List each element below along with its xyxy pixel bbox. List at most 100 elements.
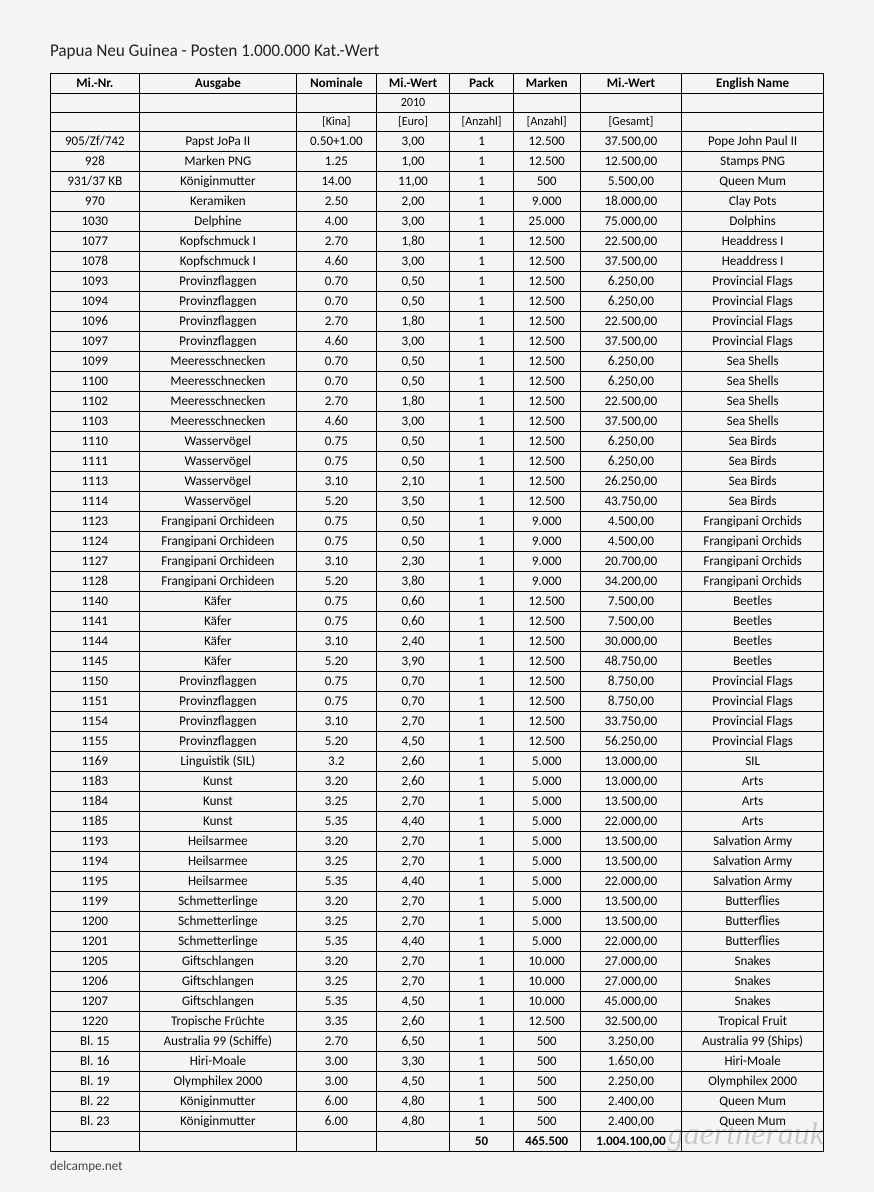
- cell-miw: 2,70: [376, 912, 450, 932]
- cell-nom: 5.35: [297, 932, 376, 952]
- cell-marken: 500: [513, 1032, 580, 1052]
- cell-ausgabe: Kunst: [139, 772, 297, 792]
- cell-nr: 905/Zf/742: [51, 132, 140, 152]
- cell-nr: 1113: [51, 472, 140, 492]
- cell-nr: 1199: [51, 892, 140, 912]
- cell-gesamt: 20.700,00: [580, 552, 681, 572]
- cell-ausgabe: Provinzflaggen: [139, 712, 297, 732]
- cell-ausgabe: Provinzflaggen: [139, 672, 297, 692]
- cell-gesamt: 7.500,00: [580, 592, 681, 612]
- cell-nr: 1207: [51, 992, 140, 1012]
- cell-eng: Clay Pots: [682, 192, 824, 212]
- table-row: 1185Kunst5.354,4015.00022.000,00Arts: [51, 812, 824, 832]
- table-row: 905/Zf/742Papst JoPa II0.50+1.003,00112.…: [51, 132, 824, 152]
- cell-nr: 1097: [51, 332, 140, 352]
- cell-ausgabe: Provinzflaggen: [139, 732, 297, 752]
- table-row: 1097Provinzflaggen4.603,00112.50037.500,…: [51, 332, 824, 352]
- cell-marken: 25.000: [513, 212, 580, 232]
- cell-gesamt: 13.500,00: [580, 792, 681, 812]
- cell-pack: 1: [450, 872, 513, 892]
- col-english: English Name: [682, 74, 824, 94]
- sub-empty: [450, 94, 513, 113]
- table-row: 1154Provinzflaggen3.102,70112.50033.750,…: [51, 712, 824, 732]
- cell-ausgabe: Provinzflaggen: [139, 332, 297, 352]
- cell-nr: 1078: [51, 252, 140, 272]
- cell-pack: 1: [450, 232, 513, 252]
- cell-nom: 5.35: [297, 812, 376, 832]
- cell-pack: 1: [450, 652, 513, 672]
- cell-gesamt: 6.250,00: [580, 372, 681, 392]
- cell-miw: 2,70: [376, 852, 450, 872]
- cell-ausgabe: Tropische Früchte: [139, 1012, 297, 1032]
- cell-pack: 1: [450, 692, 513, 712]
- cell-ausgabe: Provinzflaggen: [139, 292, 297, 312]
- cell-nr: Bl. 23: [51, 1112, 140, 1132]
- cell-pack: 1: [450, 492, 513, 512]
- cell-gesamt: 34.200,00: [580, 572, 681, 592]
- cell-gesamt: 22.500,00: [580, 312, 681, 332]
- cell-nr: Bl. 15: [51, 1032, 140, 1052]
- cell-ausgabe: Frangipani Orchideen: [139, 572, 297, 592]
- table-row: 1077Kopfschmuck I2.701,80112.50022.500,0…: [51, 232, 824, 252]
- cell-ausgabe: Königinmutter: [139, 1112, 297, 1132]
- cell-pack: 1: [450, 712, 513, 732]
- table-row: 1205Giftschlangen3.202,70110.00027.000,0…: [51, 952, 824, 972]
- cell-marken: 9.000: [513, 192, 580, 212]
- cell-marken: 500: [513, 1092, 580, 1112]
- cell-nom: 2.70: [297, 1032, 376, 1052]
- cell-gesamt: 37.500,00: [580, 132, 681, 152]
- page-title: Papua Neu Guinea - Posten 1.000.000 Kat.…: [50, 40, 824, 61]
- cell-nom: 3.20: [297, 892, 376, 912]
- cell-nom: 0.75: [297, 532, 376, 552]
- cell-nr: Bl. 19: [51, 1072, 140, 1092]
- cell-nom: 2.70: [297, 392, 376, 412]
- cell-ausgabe: Papst JoPa II: [139, 132, 297, 152]
- cell-nr: 1200: [51, 912, 140, 932]
- cell-nom: 0.75: [297, 452, 376, 472]
- cell-miw: 4,50: [376, 1072, 450, 1092]
- cell-marken: 12.500: [513, 332, 580, 352]
- cell-gesamt: 13.000,00: [580, 772, 681, 792]
- cell-eng: Frangipani Orchids: [682, 572, 824, 592]
- cell-miw: 2,70: [376, 792, 450, 812]
- cell-marken: 12.500: [513, 452, 580, 472]
- cell-nr: 1144: [51, 632, 140, 652]
- cell-marken: 5.000: [513, 752, 580, 772]
- cell-gesamt: 3.250,00: [580, 1032, 681, 1052]
- cell-gesamt: 2.250,00: [580, 1072, 681, 1092]
- cell-nom: 3.25: [297, 792, 376, 812]
- cell-miw: 3,00: [376, 212, 450, 232]
- table-row: 1110Wasservögel0.750,50112.5006.250,00Se…: [51, 432, 824, 452]
- cell-nr: 1096: [51, 312, 140, 332]
- cell-nom: 3.20: [297, 952, 376, 972]
- col-pack: Pack: [450, 74, 513, 94]
- cell-marken: 12.500: [513, 252, 580, 272]
- cell-nr: 1183: [51, 772, 140, 792]
- cell-miw: 2,70: [376, 712, 450, 732]
- cell-marken: 12.500: [513, 372, 580, 392]
- cell-miw: 0,70: [376, 672, 450, 692]
- cell-pack: 1: [450, 412, 513, 432]
- table-row: 1201Schmetterlinge5.354,4015.00022.000,0…: [51, 932, 824, 952]
- table-row: 1123Frangipani Orchideen0.750,5019.0004.…: [51, 512, 824, 532]
- stamp-table: Mi.-Nr. Ausgabe Nominale Mi.-Wert Pack M…: [50, 73, 824, 1152]
- cell-eng: Snakes: [682, 952, 824, 972]
- cell-nom: 3.00: [297, 1052, 376, 1072]
- cell-marken: 9.000: [513, 572, 580, 592]
- cell-marken: 500: [513, 1112, 580, 1132]
- total-gesamt: 1.004.100,00: [580, 1132, 681, 1152]
- cell-gesamt: 2.400,00: [580, 1112, 681, 1132]
- sub-anzahl: [Anzahl]: [450, 113, 513, 132]
- cell-gesamt: 2.400,00: [580, 1092, 681, 1112]
- cell-nr: 1145: [51, 652, 140, 672]
- subheader-row-1: 2010: [51, 94, 824, 113]
- cell-pack: 1: [450, 752, 513, 772]
- cell-gesamt: 13.500,00: [580, 912, 681, 932]
- cell-ausgabe: Provinzflaggen: [139, 272, 297, 292]
- cell-eng: Butterflies: [682, 912, 824, 932]
- cell-nr: 1114: [51, 492, 140, 512]
- cell-ausgabe: Wasservögel: [139, 452, 297, 472]
- cell-miw: 1,80: [376, 392, 450, 412]
- cell-nr: 928: [51, 152, 140, 172]
- cell-eng: Dolphins: [682, 212, 824, 232]
